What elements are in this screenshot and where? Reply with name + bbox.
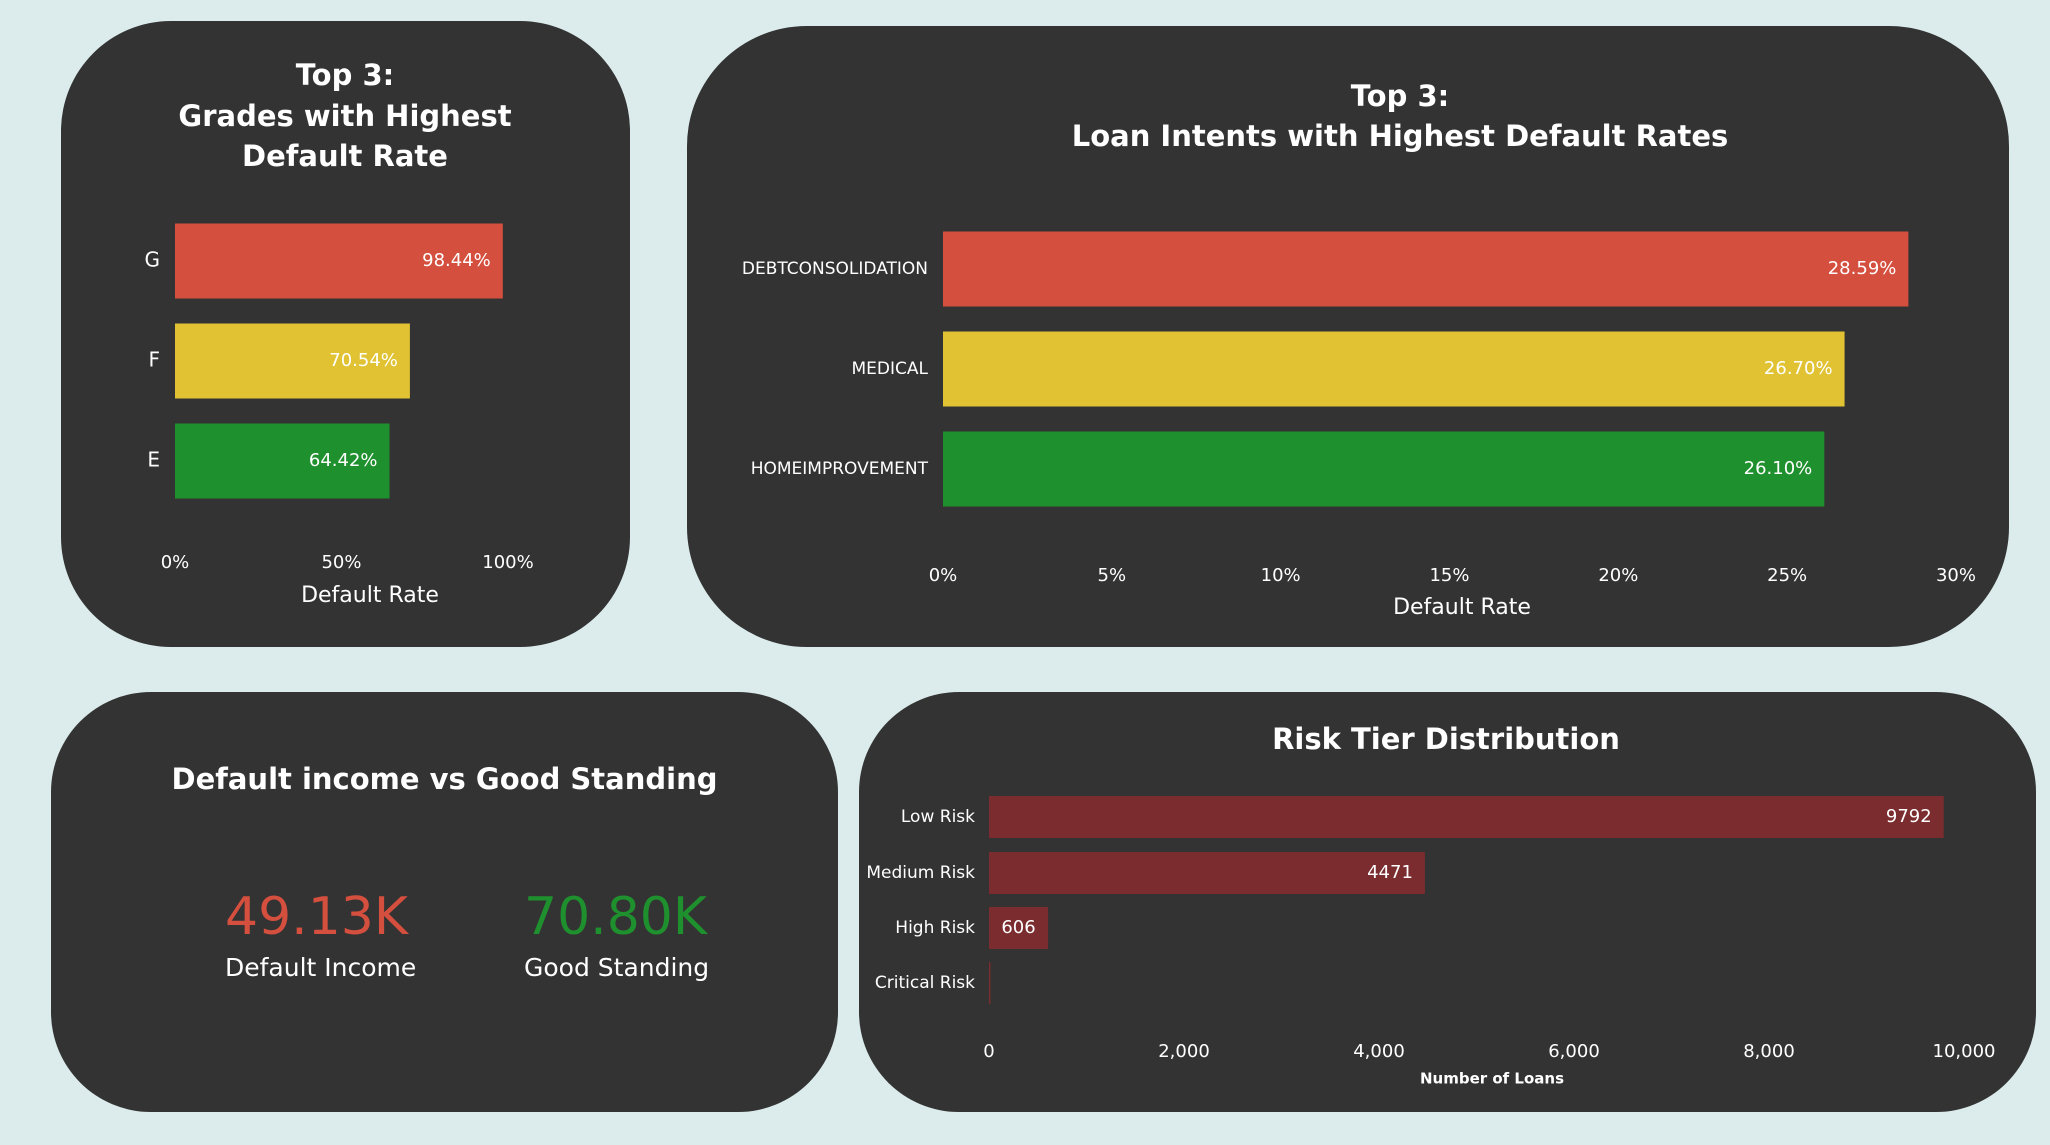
data-label: 28.59% bbox=[1828, 258, 1897, 279]
grades-chart-card: Top 3: Grades with Highest Default Rate G 98… bbox=[61, 21, 630, 647]
category-label: MEDICAL bbox=[852, 359, 929, 379]
x-tick-label: 25% bbox=[1767, 565, 1807, 586]
x-tick-label: 10% bbox=[1261, 565, 1301, 586]
x-axis-label: Default Rate bbox=[1393, 595, 1531, 620]
x-tick-label: 4,000 bbox=[1353, 1041, 1405, 1062]
x-tick-label: 10,000 bbox=[1933, 1041, 1996, 1062]
data-label: 70.54% bbox=[329, 350, 398, 371]
bar bbox=[989, 907, 1049, 949]
category-label: Low Risk bbox=[901, 807, 975, 827]
bar bbox=[943, 331, 1845, 407]
chart-title-line: Risk Tier Distribution bbox=[1272, 722, 1620, 756]
category-label: Medium Risk bbox=[866, 863, 975, 883]
risk-tier-distribution-chart: Risk Tier Distribution Low Risk 9792 Medium… bbox=[866, 722, 1996, 1088]
chart-title-line: Loan Intents with Highest Default Rates bbox=[1072, 119, 1729, 153]
x-axis-label: Default Rate bbox=[301, 583, 439, 608]
kpi-card-title: Default income vs Good Standing bbox=[171, 762, 718, 796]
good-standing-kpi: 70.80K Good Standing bbox=[524, 887, 709, 982]
x-tick-label: 50% bbox=[321, 552, 361, 573]
x-tick-label: 0 bbox=[983, 1041, 994, 1062]
bar bbox=[175, 223, 503, 299]
category-label: Critical Risk bbox=[875, 973, 975, 993]
bar bbox=[175, 423, 390, 499]
data-label: 606 bbox=[1001, 917, 1035, 938]
bar bbox=[989, 796, 1944, 838]
good-standing-label: Good Standing bbox=[524, 953, 710, 982]
x-tick-label: 5% bbox=[1098, 565, 1127, 586]
x-tick-label: 15% bbox=[1429, 565, 1469, 586]
category-label: E bbox=[147, 448, 160, 472]
bar bbox=[943, 431, 1825, 507]
category-label: High Risk bbox=[895, 918, 975, 938]
income-kpi-card: Default income vs Good Standing 49.13K D… bbox=[51, 692, 838, 1112]
chart-title-line: Default Rate bbox=[242, 139, 448, 173]
bar bbox=[989, 962, 991, 1004]
bar bbox=[943, 231, 1909, 307]
loan-intents-chart-card: Top 3: Loan Intents with Highest Default … bbox=[687, 26, 2009, 647]
chart-title-line: Top 3: bbox=[296, 58, 394, 92]
loan-intents-default-rate-chart: Top 3: Loan Intents with Highest Default … bbox=[742, 79, 1976, 620]
x-tick-label: 100% bbox=[482, 552, 533, 573]
default-income-value: 49.13K bbox=[225, 887, 408, 947]
chart-title-line: Grades with Highest bbox=[178, 99, 511, 133]
category-label: F bbox=[148, 348, 160, 372]
x-axis-label: Number of Loans bbox=[1420, 1070, 1564, 1088]
x-tick-label: 20% bbox=[1598, 565, 1638, 586]
default-income-kpi: 49.13K Default Income bbox=[225, 887, 416, 982]
category-label: G bbox=[145, 248, 161, 272]
risk-tier-chart-card: Risk Tier Distribution Low Risk 9792 Medium… bbox=[859, 692, 2036, 1112]
grades-default-rate-chart: Top 3: Grades with Highest Default Rate G 98… bbox=[145, 58, 534, 608]
data-label: 9792 bbox=[1886, 806, 1932, 827]
data-label: 64.42% bbox=[309, 450, 378, 471]
bar bbox=[989, 852, 1425, 894]
data-label: 26.70% bbox=[1764, 358, 1833, 379]
data-label: 4471 bbox=[1367, 862, 1413, 883]
x-tick-label: 2,000 bbox=[1158, 1041, 1210, 1062]
x-tick-label: 8,000 bbox=[1743, 1041, 1795, 1062]
chart-title-line: Top 3: bbox=[1351, 79, 1449, 113]
bar bbox=[175, 323, 410, 399]
x-tick-label: 0% bbox=[161, 552, 190, 573]
category-label: DEBTCONSOLIDATION bbox=[742, 259, 928, 279]
category-label: HOMEIMPROVEMENT bbox=[751, 459, 929, 479]
x-tick-label: 30% bbox=[1936, 565, 1976, 586]
x-tick-label: 0% bbox=[929, 565, 958, 586]
default-income-label: Default Income bbox=[225, 953, 417, 982]
x-tick-label: 6,000 bbox=[1548, 1041, 1600, 1062]
good-standing-value: 70.80K bbox=[524, 887, 707, 947]
data-label: 98.44% bbox=[422, 250, 491, 271]
data-label: 26.10% bbox=[1744, 458, 1813, 479]
